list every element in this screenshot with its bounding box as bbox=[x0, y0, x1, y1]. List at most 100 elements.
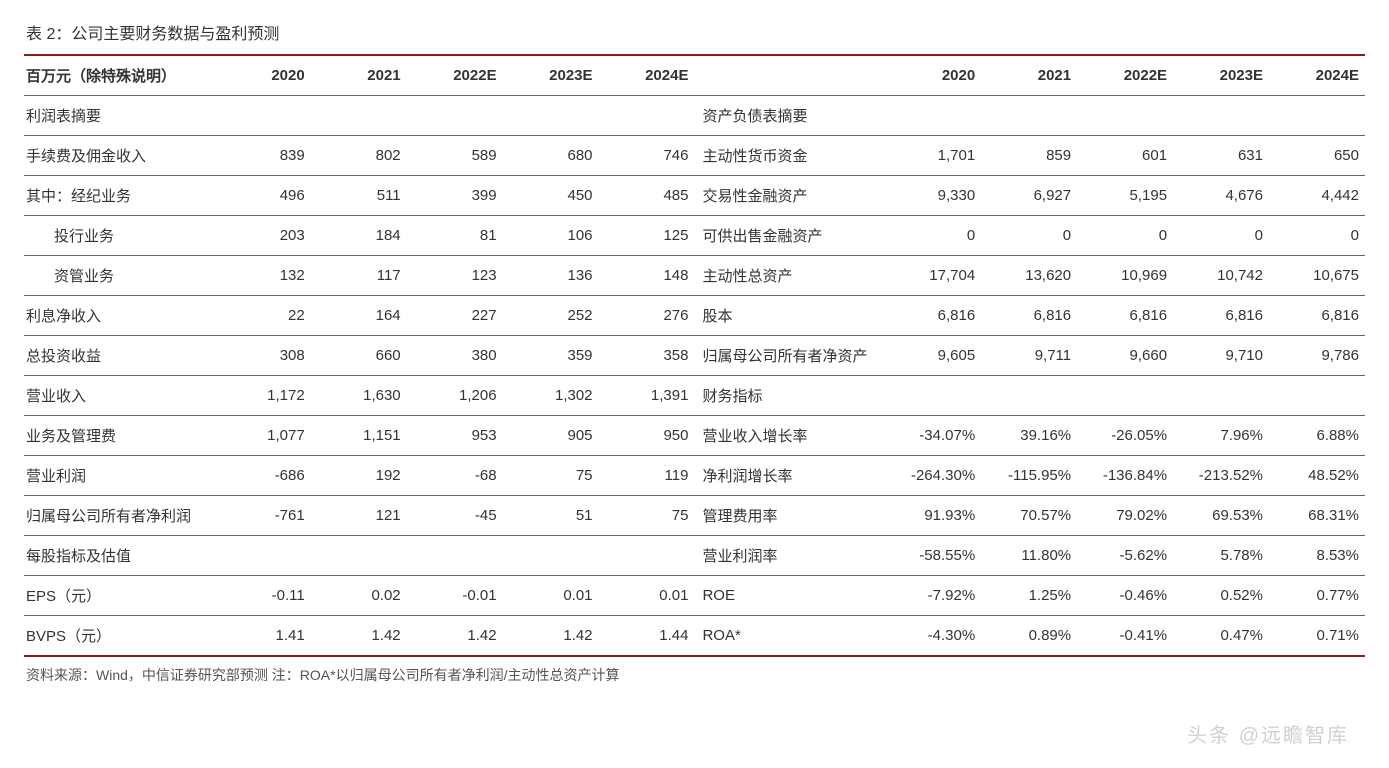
row-left-val: 81 bbox=[407, 216, 503, 256]
row-right-val: 9,660 bbox=[1077, 336, 1173, 376]
table-title: 表 2：公司主要财务数据与盈利预测 bbox=[24, 20, 1365, 44]
row-right-val bbox=[1269, 376, 1365, 416]
header-year-r0: 2020 bbox=[885, 55, 981, 96]
row-right-val: 7.96% bbox=[1173, 416, 1269, 456]
row-right-val: 48.52% bbox=[1269, 456, 1365, 496]
header-year-r2: 2022E bbox=[1077, 55, 1173, 96]
row-right-val: 79.02% bbox=[1077, 496, 1173, 536]
row-left-label: BVPS（元） bbox=[24, 616, 215, 657]
row-right-val: -0.41% bbox=[1077, 616, 1173, 657]
row-right-val: 69.53% bbox=[1173, 496, 1269, 536]
row-left-val: 106 bbox=[503, 216, 599, 256]
table-row: 业务及管理费1,0771,151953905950营业收入增长率-34.07%3… bbox=[24, 416, 1365, 456]
row-left-val: 485 bbox=[599, 176, 695, 216]
table-row: 每股指标及估值营业利润率-58.55%11.80%-5.62%5.78%8.53… bbox=[24, 536, 1365, 576]
row-right-val: 10,969 bbox=[1077, 256, 1173, 296]
row-left-val: 1,206 bbox=[407, 376, 503, 416]
header-year-r4: 2024E bbox=[1269, 55, 1365, 96]
row-right-val: 4,442 bbox=[1269, 176, 1365, 216]
row-left-val: 1,630 bbox=[311, 376, 407, 416]
row-right-val: 4,676 bbox=[1173, 176, 1269, 216]
row-right-val: -264.30% bbox=[885, 456, 981, 496]
row-right-val: 10,742 bbox=[1173, 256, 1269, 296]
row-right-val: 68.31% bbox=[1269, 496, 1365, 536]
row-left-val: 589 bbox=[407, 136, 503, 176]
row-right-val: -136.84% bbox=[1077, 456, 1173, 496]
row-right-val: 0 bbox=[1173, 216, 1269, 256]
row-right-label: 股本 bbox=[694, 296, 885, 336]
row-right-val: 0 bbox=[885, 216, 981, 256]
row-right-val: 9,605 bbox=[885, 336, 981, 376]
table-row: 利息净收入22164227252276股本6,8166,8166,8166,81… bbox=[24, 296, 1365, 336]
row-right-label: 净利润增长率 bbox=[694, 456, 885, 496]
row-left-val: 746 bbox=[599, 136, 695, 176]
row-left-val: 1.42 bbox=[407, 616, 503, 657]
row-right-label: ROA* bbox=[694, 616, 885, 657]
row-right-val: 9,711 bbox=[981, 336, 1077, 376]
row-left-label: 其中：经纪业务 bbox=[24, 176, 215, 216]
header-year-r3: 2023E bbox=[1173, 55, 1269, 96]
row-right-val: -115.95% bbox=[981, 456, 1077, 496]
row-right-label: 归属母公司所有者净资产 bbox=[694, 336, 885, 376]
row-left-val: 136 bbox=[503, 256, 599, 296]
row-left-val: 1.41 bbox=[215, 616, 311, 657]
row-left-val: 1.42 bbox=[311, 616, 407, 657]
row-left-val: -68 bbox=[407, 456, 503, 496]
row-left-val: 51 bbox=[503, 496, 599, 536]
row-right-val: -58.55% bbox=[885, 536, 981, 576]
row-right-val bbox=[1173, 376, 1269, 416]
row-right-val: -7.92% bbox=[885, 576, 981, 616]
row-left-val: 184 bbox=[311, 216, 407, 256]
row-left-val: 75 bbox=[503, 456, 599, 496]
watermark: 头条 @远瞻智库 bbox=[1187, 719, 1349, 748]
row-right-val: 6,927 bbox=[981, 176, 1077, 216]
row-left-val bbox=[503, 536, 599, 576]
row-left-val: 1,077 bbox=[215, 416, 311, 456]
row-right-val: 859 bbox=[981, 136, 1077, 176]
row-right-label: 管理费用率 bbox=[694, 496, 885, 536]
row-right-val: 9,710 bbox=[1173, 336, 1269, 376]
table-row: 营业收入1,1721,6301,2061,3021,391财务指标 bbox=[24, 376, 1365, 416]
row-left-val: 276 bbox=[599, 296, 695, 336]
header-year-0: 2020 bbox=[215, 55, 311, 96]
header-year-1: 2021 bbox=[311, 55, 407, 96]
row-left-label: 业务及管理费 bbox=[24, 416, 215, 456]
table-row: 营业利润-686192-6875119净利润增长率-264.30%-115.95… bbox=[24, 456, 1365, 496]
row-right-val: 0.52% bbox=[1173, 576, 1269, 616]
row-right-val: 6,816 bbox=[1269, 296, 1365, 336]
row-left-val: 22 bbox=[215, 296, 311, 336]
row-left-val: 75 bbox=[599, 496, 695, 536]
table-row: BVPS（元）1.411.421.421.421.44ROA*-4.30%0.8… bbox=[24, 616, 1365, 657]
row-right-label: 营业利润率 bbox=[694, 536, 885, 576]
row-right-label: 主动性总资产 bbox=[694, 256, 885, 296]
row-right-val: 13,620 bbox=[981, 256, 1077, 296]
row-left-val: 399 bbox=[407, 176, 503, 216]
row-right-val: 6,816 bbox=[885, 296, 981, 336]
row-left-val: 1.42 bbox=[503, 616, 599, 657]
row-left-val: 117 bbox=[311, 256, 407, 296]
row-right-val: -4.30% bbox=[885, 616, 981, 657]
row-left-val: 496 bbox=[215, 176, 311, 216]
header-row: 百万元（除特殊说明） 2020 2021 2022E 2023E 2024E 2… bbox=[24, 55, 1365, 96]
table-row: EPS（元）-0.110.02-0.010.010.01ROE-7.92%1.2… bbox=[24, 576, 1365, 616]
row-left-val: 148 bbox=[599, 256, 695, 296]
row-left-val: 660 bbox=[311, 336, 407, 376]
row-right-val: -26.05% bbox=[1077, 416, 1173, 456]
row-right-label: 可供出售金融资产 bbox=[694, 216, 885, 256]
row-right-val: 39.16% bbox=[981, 416, 1077, 456]
row-right-val: 0 bbox=[1269, 216, 1365, 256]
section-row-top: 利润表摘要 资产负债表摘要 bbox=[24, 96, 1365, 136]
row-right-val: 0 bbox=[981, 216, 1077, 256]
table-row: 手续费及佣金收入839802589680746主动性货币资金1,70185960… bbox=[24, 136, 1365, 176]
header-left-label: 百万元（除特殊说明） bbox=[24, 55, 215, 96]
table-row: 资管业务132117123136148主动性总资产17,70413,62010,… bbox=[24, 256, 1365, 296]
row-left-label: 投行业务 bbox=[24, 216, 215, 256]
row-left-val: 0.01 bbox=[503, 576, 599, 616]
row-left-val: 450 bbox=[503, 176, 599, 216]
row-left-val: 839 bbox=[215, 136, 311, 176]
row-left-label: 营业利润 bbox=[24, 456, 215, 496]
row-right-val: 601 bbox=[1077, 136, 1173, 176]
row-left-val: 380 bbox=[407, 336, 503, 376]
row-right-val: 91.93% bbox=[885, 496, 981, 536]
header-year-r1: 2021 bbox=[981, 55, 1077, 96]
